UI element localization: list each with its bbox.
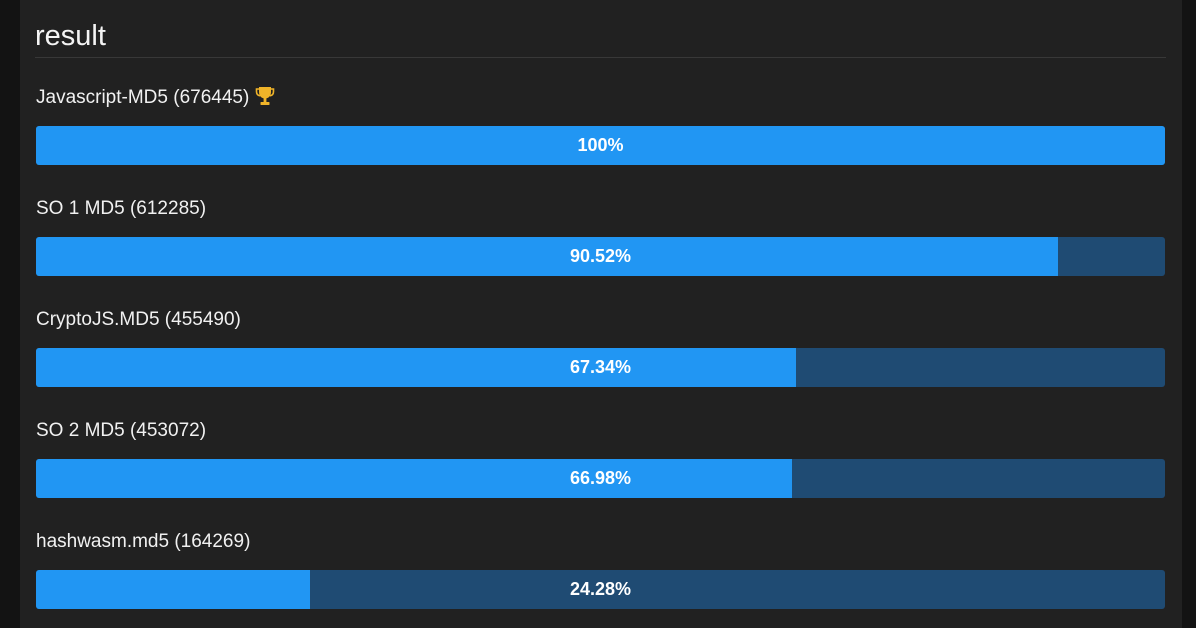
progress-bar: 67.34% [36,348,1165,387]
progress-bar: 90.52% [36,237,1165,276]
result-item-cryptojs-md5: CryptoJS.MD5 (455490) 67.34% [36,306,1165,392]
trophy-icon [255,84,275,108]
progress-bar-fill [36,237,1058,276]
progress-bar-fill [36,126,1165,165]
result-item-hashwasm-md5: hashwasm.md5 (164269) 24.28% [36,528,1165,614]
progress-bar-fill [36,348,797,387]
result-item-so2-md5: SO 2 MD5 (453072) 66.98% [36,417,1165,503]
result-label: Javascript-MD5 (676445) [36,87,250,108]
panel-title: result [35,20,106,52]
progress-bar: 66.98% [36,459,1165,498]
result-label: SO 1 MD5 (612285) [36,198,207,219]
result-item-so1-md5: SO 1 MD5 (612285) 90.52% [36,195,1165,281]
result-label: SO 2 MD5 (453072) [36,420,207,441]
result-label-row: SO 2 MD5 (453072) [36,417,206,445]
progress-bar: 100% [36,126,1165,165]
results-list: Javascript-MD5 (676445) 100% SO 1 MD5 (6 [20,0,1182,628]
progress-percent: 67.34% [569,357,632,377]
progress-bar-fill [36,459,793,498]
result-label-row: Javascript-MD5 (676445) [36,84,275,112]
progress-percent: 90.52% [569,246,632,266]
result-panel: result Javascript-MD5 (676445) 100% [20,0,1182,628]
progress-percent: 100% [577,135,624,155]
title-divider [35,57,1166,58]
progress-bar-fill [36,570,311,609]
progress-percent: 24.28% [569,579,632,599]
result-item-javascript-md5: Javascript-MD5 (676445) 100% [36,84,1165,170]
result-label-row: SO 1 MD5 (612285) [36,195,206,223]
result-label-row: hashwasm.md5 (164269) [36,528,250,556]
result-label-row: CryptoJS.MD5 (455490) [36,306,241,334]
result-label: CryptoJS.MD5 (455490) [36,309,241,330]
progress-percent: 66.98% [569,468,632,488]
progress-bar: 24.28% [36,570,1165,609]
result-label: hashwasm.md5 (164269) [36,531,251,552]
